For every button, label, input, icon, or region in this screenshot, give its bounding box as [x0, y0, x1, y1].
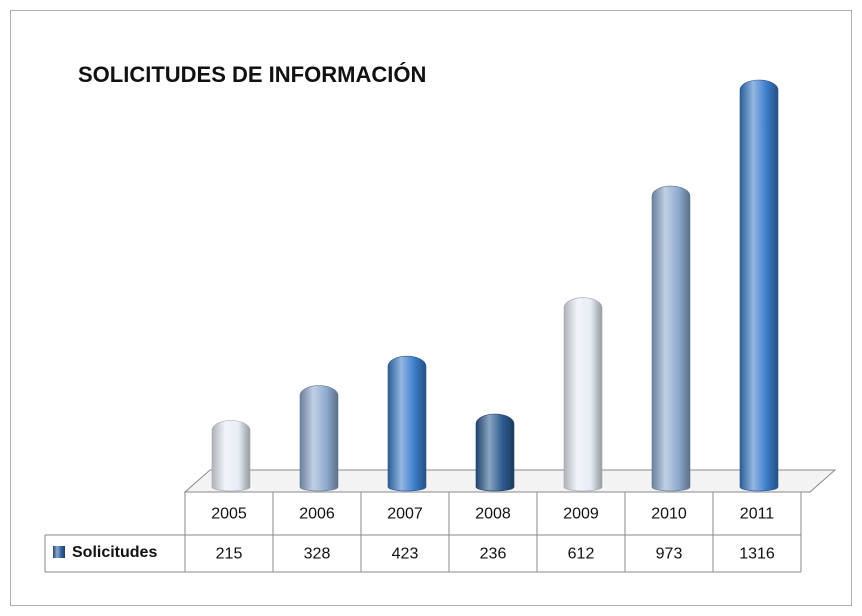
bar [651, 185, 691, 492]
bar [387, 355, 427, 492]
category-label: 2006 [299, 506, 335, 523]
value-label: 1316 [739, 546, 775, 563]
bar [299, 385, 339, 492]
value-label: 973 [656, 546, 683, 563]
category-label: 2008 [475, 506, 511, 523]
category-label: 2010 [651, 506, 687, 523]
bar [739, 79, 779, 492]
category-label: 2007 [387, 506, 423, 523]
category-label: 2009 [563, 506, 599, 523]
bar [211, 420, 251, 492]
value-label: 612 [568, 546, 595, 563]
value-label: 236 [480, 546, 507, 563]
value-label: 215 [216, 546, 243, 563]
legend-label: Solicitudes [72, 544, 157, 561]
value-label: 328 [304, 546, 331, 563]
chart-title: SOLICITUDES DE INFORMACIÓN [78, 62, 426, 87]
value-label: 423 [392, 546, 419, 563]
category-label: 2005 [211, 506, 247, 523]
bar [475, 413, 515, 492]
bar [563, 297, 603, 492]
chart-frame [10, 10, 852, 606]
legend-swatch [53, 546, 65, 558]
category-label: 2011 [740, 506, 775, 523]
